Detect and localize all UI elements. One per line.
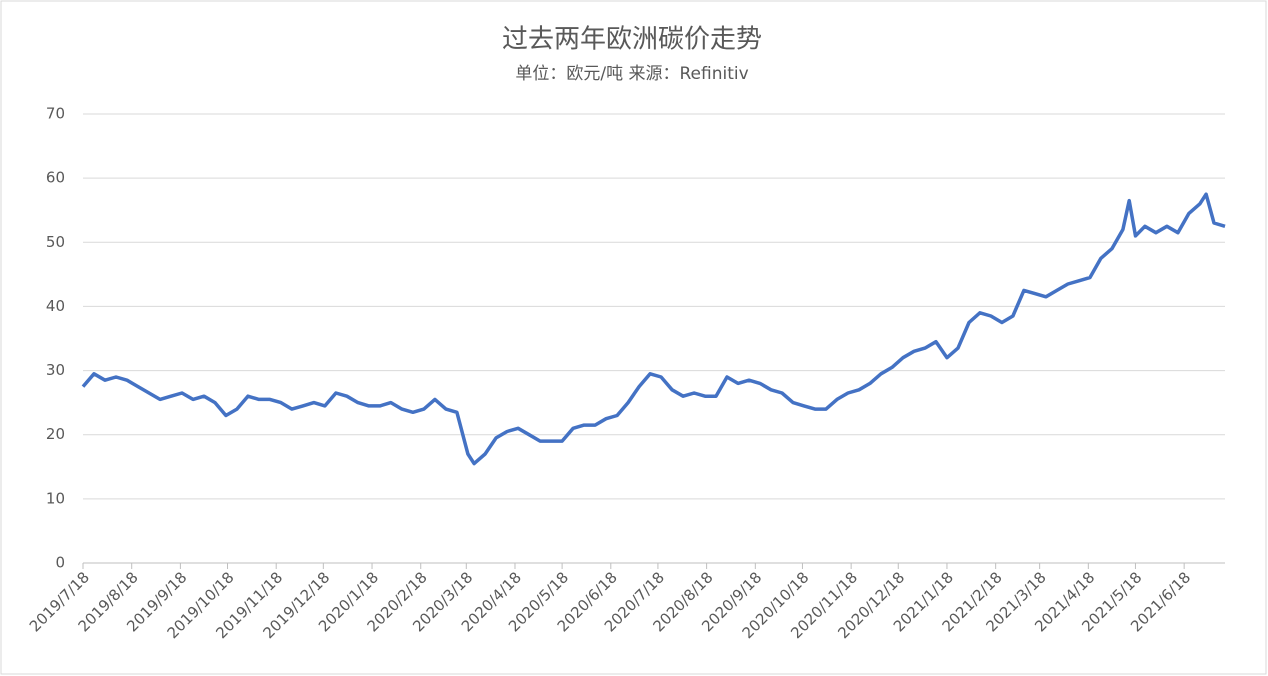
y-tick-label: 20 xyxy=(46,425,65,443)
price-line xyxy=(81,192,1226,466)
chart-title: 过去两年欧洲碳价走势 xyxy=(502,25,762,55)
y-tick-label: 40 xyxy=(46,297,65,315)
y-tick-label: 0 xyxy=(55,554,65,572)
chart-subtitle: 单位：欧元/吨 来源：Refinitiv xyxy=(515,64,748,84)
y-tick-label: 60 xyxy=(46,169,65,187)
y-tick-label: 50 xyxy=(46,233,65,251)
y-tick-label: 30 xyxy=(46,361,65,379)
y-tick-label: 10 xyxy=(46,489,65,507)
y-tick-label: 70 xyxy=(46,105,65,123)
